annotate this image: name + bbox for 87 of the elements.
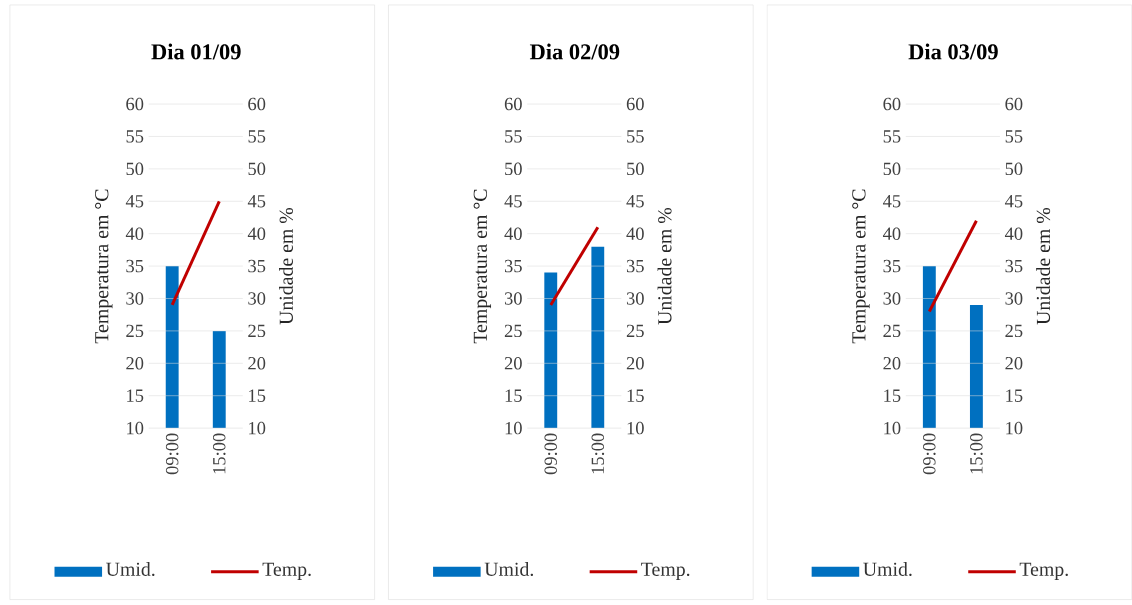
y2-tick-label: 60 <box>248 98 266 111</box>
y2-tick-label: 45 <box>626 195 644 208</box>
y2-tick-label: 60 <box>626 98 644 111</box>
y2-tick-label: 10 <box>627 422 644 435</box>
x-tick-label: 09:00 <box>544 433 558 475</box>
y-tick-label: 15 <box>127 389 144 403</box>
y2-tick-label: 20 <box>626 357 644 370</box>
y-tick-label: 35 <box>126 260 144 273</box>
y2-axis-title: Unidade em % <box>657 208 672 325</box>
y-tick-label: 45 <box>125 195 144 208</box>
y2-tick-label: 40 <box>1004 227 1023 241</box>
y-tick-label: 55 <box>883 130 901 143</box>
y2-tick-label: 40 <box>626 227 644 241</box>
y-tick-label: 25 <box>126 324 144 338</box>
y-tick-label: 50 <box>883 162 901 176</box>
y2-tick-label: 30 <box>1005 292 1023 305</box>
y2-tick-label: 25 <box>248 324 266 338</box>
y2-tick-label: 35 <box>248 260 266 273</box>
y-tick-label: 30 <box>126 292 144 305</box>
y2-tick-label: 10 <box>1006 422 1023 435</box>
y-axis-title: Temperatura em °C <box>852 189 870 344</box>
y2-tick-label: 55 <box>248 130 266 143</box>
y-tick-label: 55 <box>505 130 522 143</box>
y-tick-label: 15 <box>884 389 901 403</box>
legend-label: Umid. <box>106 562 155 577</box>
y2-tick-label: 10 <box>249 422 266 435</box>
y2-tick-label: 50 <box>1005 162 1023 176</box>
y-tick-label: 10 <box>127 422 144 435</box>
y-tick-label: 20 <box>504 357 522 370</box>
y-tick-label: 60 <box>504 98 522 111</box>
y-tick-label: 20 <box>126 357 144 370</box>
y2-tick-label: 20 <box>1005 357 1023 370</box>
y-tick-label: 40 <box>125 227 144 241</box>
y-tick-label: 40 <box>882 227 901 241</box>
y2-tick-label: 45 <box>247 195 266 208</box>
y2-tick-label: 15 <box>249 389 266 403</box>
y2-tick-label: 35 <box>1005 260 1023 273</box>
chart-title: Dia 01/09 <box>151 43 241 60</box>
y-tick-label: 30 <box>883 292 901 305</box>
legend-label: Umid. <box>863 562 912 577</box>
y-tick-label: 55 <box>126 130 144 143</box>
chart-title: Dia 02/09 <box>529 43 620 60</box>
x-tick-label: 09:00 <box>165 433 179 475</box>
y-tick-label: 20 <box>883 357 901 370</box>
x-tick-label: 15:00 <box>591 433 605 474</box>
y-axis-title: Temperatura em °C <box>473 189 492 344</box>
y2-tick-label: 50 <box>248 162 266 176</box>
y2-tick-label: 25 <box>626 324 644 338</box>
y-tick-label: 45 <box>882 195 901 208</box>
legend-label: Temp. <box>1019 563 1068 581</box>
y2-tick-label: 30 <box>626 292 644 305</box>
chart-title: Dia 03/09 <box>908 43 998 60</box>
legend-label: Temp. <box>262 563 311 581</box>
y-tick-label: 25 <box>504 324 522 338</box>
y-tick-label: 60 <box>883 98 901 111</box>
y2-tick-label: 60 <box>1005 98 1023 111</box>
y2-tick-label: 35 <box>626 260 644 273</box>
y-tick-label: 50 <box>126 162 144 176</box>
legend-label: Temp. <box>641 563 690 581</box>
y2-axis-title: Unidade em % <box>1036 208 1051 325</box>
y2-tick-label: 15 <box>627 389 644 403</box>
y2-axis-title: Unidade em % <box>279 208 294 325</box>
y-tick-label: 10 <box>884 422 901 435</box>
y-tick-label: 30 <box>504 292 522 305</box>
legend-label: Umid. <box>484 562 534 577</box>
y-tick-label: 45 <box>504 195 522 208</box>
y2-tick-label: 25 <box>1005 324 1023 338</box>
y2-tick-label: 40 <box>247 227 266 241</box>
y-tick-label: 35 <box>504 260 522 273</box>
y-tick-label: 50 <box>505 162 522 176</box>
y-tick-label: 25 <box>883 324 901 338</box>
y-axis-title: Temperatura em °C <box>95 189 113 344</box>
x-tick-label: 15:00 <box>970 433 983 474</box>
y2-tick-label: 55 <box>627 130 644 143</box>
y2-tick-label: 15 <box>1006 389 1023 403</box>
y2-tick-label: 50 <box>627 162 644 176</box>
y2-tick-label: 45 <box>1004 195 1023 208</box>
y-tick-label: 35 <box>883 260 901 273</box>
y2-tick-label: 30 <box>248 292 266 305</box>
y-tick-label: 15 <box>505 389 522 403</box>
y-tick-label: 10 <box>505 422 522 435</box>
y2-tick-label: 20 <box>248 357 266 370</box>
y-tick-label: 40 <box>504 227 522 241</box>
x-tick-label: 15:00 <box>212 433 226 474</box>
y-tick-label: 60 <box>126 98 144 111</box>
x-tick-label: 09:00 <box>923 433 936 475</box>
y2-tick-label: 55 <box>1005 130 1023 143</box>
